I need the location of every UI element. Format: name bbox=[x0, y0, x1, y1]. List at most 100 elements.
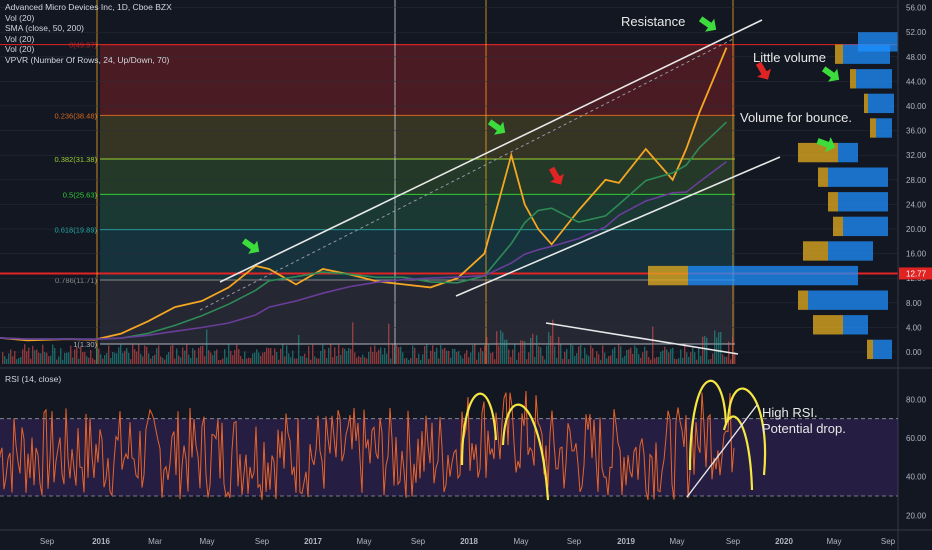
volume-bar bbox=[362, 354, 364, 364]
volume-bar bbox=[300, 356, 302, 364]
volume-bar bbox=[466, 350, 468, 364]
vpvr-down bbox=[870, 118, 877, 138]
volume-bar bbox=[468, 357, 470, 364]
vpvr-down bbox=[850, 69, 857, 89]
y-tick-label: 24.00 bbox=[906, 200, 927, 209]
vpvr-up bbox=[868, 93, 894, 114]
volume-bar bbox=[546, 345, 548, 364]
volume-bar bbox=[694, 352, 696, 364]
vpvr-up bbox=[873, 339, 892, 360]
vpvr-up bbox=[838, 142, 858, 163]
volume-bar bbox=[718, 332, 720, 364]
volume-bar bbox=[660, 351, 662, 364]
indicator-vol-1[interactable]: Vol (20) bbox=[5, 12, 35, 23]
volume-bar bbox=[234, 349, 236, 364]
volume-bar bbox=[434, 351, 436, 364]
volume-bar bbox=[576, 353, 578, 364]
rsi-band bbox=[0, 418, 898, 496]
volume-bar bbox=[254, 352, 256, 364]
volume-bar bbox=[570, 344, 572, 364]
volume-bar bbox=[72, 357, 74, 364]
volume-bar bbox=[64, 352, 66, 364]
volume-bar bbox=[596, 351, 598, 364]
volume-bar bbox=[284, 356, 286, 364]
volume-bar bbox=[562, 358, 564, 364]
volume-bar bbox=[34, 350, 36, 364]
volume-bar bbox=[216, 349, 218, 364]
volume-bar bbox=[406, 357, 408, 364]
volume-bar bbox=[364, 357, 366, 364]
volume-bar bbox=[666, 349, 668, 364]
volume-bar bbox=[552, 319, 554, 364]
resistance-annotation: Resistance bbox=[621, 14, 686, 29]
volume-bar bbox=[96, 348, 98, 364]
volume-bar bbox=[390, 358, 392, 364]
volume-bar bbox=[604, 352, 606, 364]
x-tick-label: Sep bbox=[881, 537, 896, 546]
volume-bar bbox=[472, 345, 474, 364]
volume-bar bbox=[124, 351, 126, 364]
volume-bar bbox=[566, 348, 568, 364]
volume-bar bbox=[150, 358, 152, 364]
volume-bar bbox=[450, 357, 452, 364]
volume-bar bbox=[306, 357, 308, 364]
volume-bar bbox=[508, 349, 510, 364]
volume-bar bbox=[46, 352, 48, 364]
volume-bar bbox=[648, 357, 650, 364]
volume-bar bbox=[454, 348, 456, 364]
volume-bar bbox=[232, 355, 234, 364]
volume-bar bbox=[298, 334, 300, 364]
volume-bar bbox=[630, 347, 632, 364]
fib-level-label: 0.382(31.38) bbox=[54, 155, 97, 164]
rsi-legend[interactable]: RSI (14, close) bbox=[5, 374, 62, 384]
volume-bar bbox=[272, 355, 274, 364]
volume-bar bbox=[528, 352, 530, 364]
volume-bar bbox=[110, 358, 112, 364]
volume-bar bbox=[634, 345, 636, 364]
volume-bar bbox=[252, 353, 254, 364]
volume-bar bbox=[196, 357, 198, 364]
x-tick-label: Sep bbox=[40, 537, 55, 546]
volume-bar bbox=[476, 359, 478, 364]
volume-bar bbox=[92, 358, 94, 364]
volume-bar bbox=[168, 352, 170, 364]
fib-band bbox=[100, 159, 735, 195]
volume-bar bbox=[30, 358, 32, 364]
volume-bar bbox=[152, 355, 154, 364]
volume-bar bbox=[524, 341, 526, 364]
fib-band bbox=[100, 44, 735, 116]
indicator-vpvr[interactable]: VPVR (Number Of Rows, 24, Up/Down, 70) bbox=[5, 54, 170, 65]
volume-bar bbox=[490, 352, 492, 364]
volume-bar bbox=[568, 359, 570, 364]
volume-bar bbox=[356, 357, 358, 364]
volume-bar bbox=[652, 326, 654, 364]
indicator-vol-2[interactable]: Vol (20) bbox=[5, 33, 35, 44]
volume-bar bbox=[144, 345, 146, 364]
volume-bar bbox=[732, 336, 734, 364]
indicator-vol-3[interactable]: Vol (20) bbox=[5, 44, 35, 54]
volume-bar bbox=[28, 347, 30, 364]
volume-bar bbox=[436, 347, 438, 364]
volume-bar bbox=[644, 346, 646, 364]
x-tick-label: Sep bbox=[726, 537, 741, 546]
volume-bar bbox=[32, 345, 34, 364]
volume-bar bbox=[130, 359, 132, 364]
volume-bar bbox=[538, 346, 540, 364]
volume-bar bbox=[588, 355, 590, 364]
volume-trend-line bbox=[545, 322, 739, 355]
rsi-tick-label: 60.00 bbox=[906, 434, 927, 443]
volume-bar bbox=[516, 359, 518, 364]
volume-bar bbox=[304, 353, 306, 364]
volume-bar bbox=[330, 344, 332, 364]
volume-bar bbox=[514, 344, 516, 364]
volume-bar bbox=[458, 350, 460, 364]
volume-bar bbox=[80, 346, 82, 364]
volume-bar bbox=[242, 359, 244, 364]
volume-bar bbox=[392, 344, 394, 364]
indicator-sma[interactable]: SMA (close, 50, 200) bbox=[5, 23, 84, 33]
x-tick-label: 2018 bbox=[460, 537, 478, 546]
volume-bar bbox=[324, 349, 326, 364]
volume-bar bbox=[432, 345, 434, 364]
volume-bar bbox=[58, 356, 60, 364]
y-tick-label: 8.00 bbox=[906, 299, 922, 308]
